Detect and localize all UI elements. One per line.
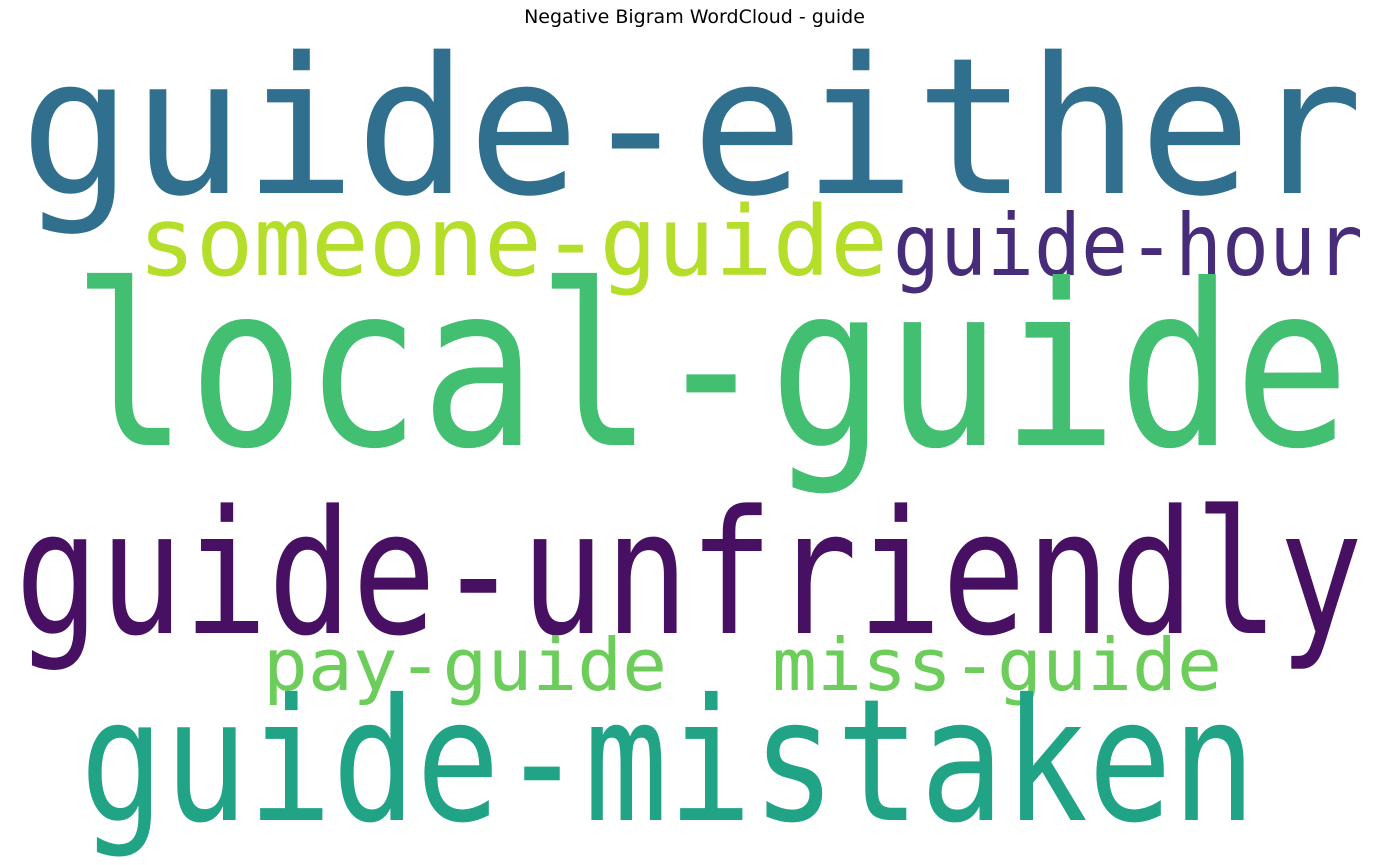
word-pay-guide: pay-guide	[263, 623, 667, 707]
word-guide-hour: guide-hour	[893, 196, 1363, 296]
word-someone-guide: someone-guide	[138, 186, 888, 298]
word-guide-either: guide-either	[20, 17, 1363, 238]
word-guide-unfriendly: guide-unfriendly	[15, 473, 1363, 674]
word-local-guide: local-guide	[72, 237, 1350, 499]
chart-title: Negative Bigram WordCloud - guide	[524, 6, 865, 28]
word-guide-mistaken: guide-mistaken	[80, 663, 1256, 861]
word-miss-guide: miss-guide	[772, 623, 1222, 707]
